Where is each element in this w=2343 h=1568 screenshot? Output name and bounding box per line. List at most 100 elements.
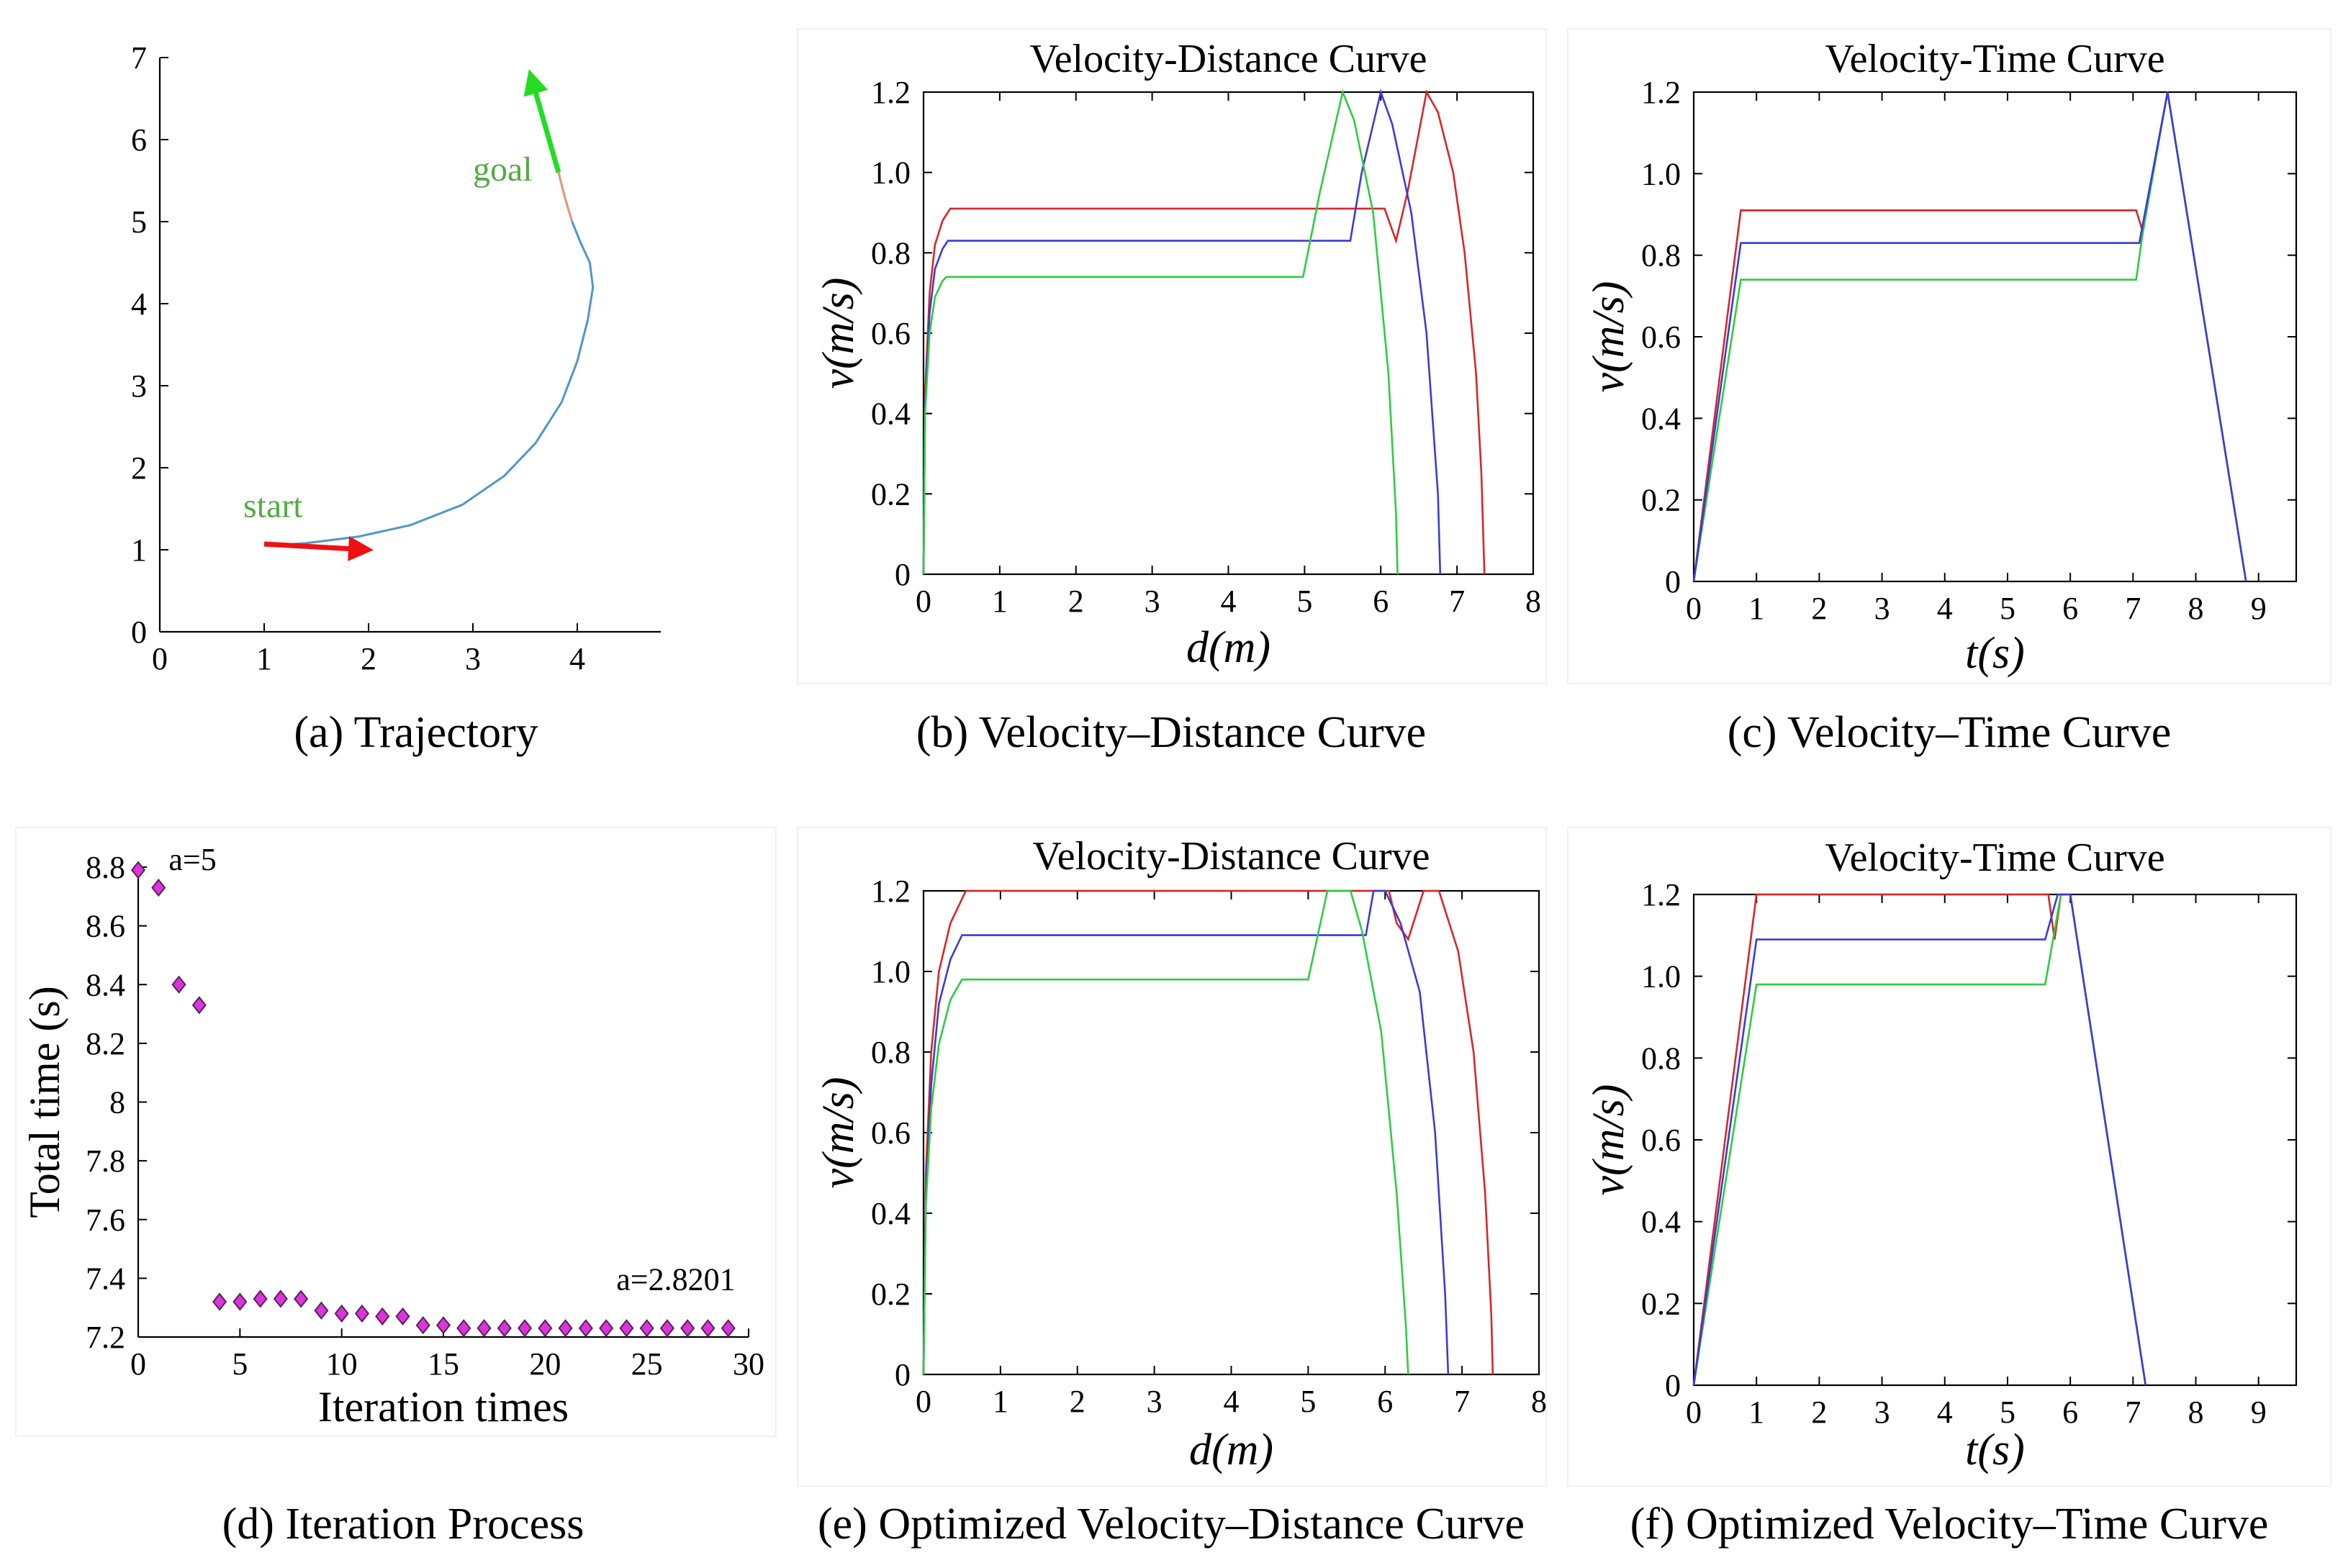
y-tick-label: 1.0 (1641, 959, 1681, 994)
chart-title: Velocity-Time Curve (1825, 835, 2164, 880)
x-tick-label: 20 (529, 1346, 561, 1382)
panel-e-background (797, 827, 1547, 1487)
scatter-point (212, 1292, 227, 1311)
y-tick-label: 0.6 (1641, 1123, 1681, 1158)
panel-d-background (15, 827, 777, 1437)
x-tick-label: 5 (2000, 1395, 2015, 1430)
scatter-point (334, 1304, 349, 1323)
scatter-point (130, 861, 146, 879)
scatter-point (151, 878, 166, 897)
scatter-point (375, 1307, 390, 1326)
scatter-point (456, 1319, 471, 1338)
series-line-green (922, 889, 1409, 1375)
chart-title: Velocity-Distance Curve (1029, 37, 1427, 81)
y-tick-label: 0.2 (1641, 483, 1681, 518)
chart-title: Velocity-Distance Curve (1032, 834, 1430, 879)
x-tick-label: 8 (2188, 1395, 2204, 1430)
panel-b-velocity-distance: 0 1 2 3 4 5 6 7 8 0 0.2 0.4 0.6 0.8 1.0 1.2 Velocity-Dis… (814, 37, 1541, 672)
series-line-blue (922, 89, 1442, 575)
y-tick-label: 0.2 (1641, 1286, 1681, 1321)
y-tick-label: 8 (109, 1085, 125, 1120)
x-tick-label: 3 (1874, 1395, 1890, 1430)
x-tick-label: 5 (232, 1346, 248, 1382)
series-line-blue (1692, 91, 2247, 582)
x-tick-label: 3 (1147, 1384, 1163, 1419)
x-axis-label: d(m) (1189, 1426, 1273, 1474)
scatter-point (721, 1319, 736, 1338)
scatter-point (477, 1319, 492, 1338)
scatter-point (294, 1290, 309, 1308)
y-tick-label: 5 (131, 204, 147, 240)
x-tick-label: 2 (1811, 591, 1827, 626)
x-tick-label: 2 (361, 641, 376, 676)
panel-a-trajectory: 0 1 2 3 4 0 1 2 3 4 5 6 7 start goal (131, 40, 661, 676)
y-tick-label: 7 (131, 40, 147, 76)
x-axis-label: Iteration times (318, 1383, 569, 1431)
x-tick-label: 4 (569, 641, 585, 676)
panel-c-background (1567, 28, 2331, 684)
x-tick-label: 5 (2000, 591, 2015, 626)
x-tick-label: 7 (1449, 584, 1465, 619)
y-tick-label: 8.2 (86, 1026, 125, 1061)
y-tick-label: 1.2 (1641, 75, 1681, 110)
y-axis-label: v(m/s) (814, 278, 863, 389)
annotation-label: start (243, 486, 303, 525)
scatter-point (395, 1307, 410, 1326)
y-tick-label: 7.4 (86, 1261, 125, 1296)
series-line-blue (1692, 893, 2147, 1386)
scatter-point (191, 996, 207, 1015)
scatter-point (680, 1319, 695, 1338)
panel-f-background (1567, 827, 2331, 1487)
y-axis-label: v(m/s) (1584, 1084, 1633, 1196)
y-tick-label: 4 (131, 286, 147, 322)
y-tick-label: 8.4 (86, 967, 125, 1002)
y-tick-label: 2 (131, 450, 147, 486)
annotation-label: a=2.8201 (616, 1262, 735, 1297)
caption-c: (c) Velocity–Time Curve (1728, 708, 2172, 757)
y-tick-label: 0.4 (1641, 401, 1681, 436)
y-tick-label: 0 (895, 557, 911, 592)
scatter-point (273, 1290, 288, 1308)
x-tick-label: 7 (1454, 1384, 1470, 1419)
annotation-label: a=5 (168, 842, 216, 877)
panel-d-iteration: 0 5 10 15 20 25 30 7.2 7.4 7.6 7.8 8 8.2 8.4 8.6 8.8 Ite… (21, 842, 764, 1431)
series-line-blue (922, 889, 1450, 1375)
x-tick-label: 0 (1686, 1395, 1702, 1430)
x-tick-label: 5 (1300, 1384, 1316, 1419)
scatter-point (517, 1319, 533, 1338)
y-tick-label: 0 (1665, 564, 1681, 599)
y-tick-label: 0.8 (871, 235, 911, 271)
x-tick-label: 0 (130, 1346, 146, 1382)
y-axis-label: v(m/s) (814, 1077, 863, 1189)
chart-title: Velocity-Time Curve (1825, 37, 2164, 81)
scatter-point (599, 1319, 614, 1338)
y-tick-label: 1.2 (871, 874, 911, 909)
x-tick-label: 2 (1068, 584, 1084, 619)
y-tick-label: 7.2 (86, 1320, 125, 1355)
series-line-green (922, 89, 1399, 575)
x-tick-label: 0 (152, 641, 168, 676)
x-tick-label: 6 (1377, 1384, 1393, 1419)
x-tick-label: 6 (2062, 1395, 2078, 1430)
x-tick-label: 1 (992, 584, 1008, 619)
caption-e: (e) Optimized Velocity–Distance Curve (818, 1500, 1525, 1549)
x-tick-label: 6 (2062, 591, 2078, 626)
scatter-point (435, 1316, 451, 1335)
series-line-red (922, 89, 1486, 575)
y-tick-label: 1.2 (871, 75, 911, 110)
y-tick-label: 1.0 (871, 954, 911, 989)
trajectory-end-segment (557, 172, 574, 222)
x-tick-label: 25 (631, 1346, 663, 1382)
x-tick-label: 8 (2188, 591, 2204, 626)
y-tick-label: 0.6 (1641, 320, 1681, 355)
y-tick-label: 7.6 (86, 1202, 125, 1238)
y-tick-label: 0.6 (871, 1115, 911, 1151)
y-axis-label: Total time (s) (21, 986, 68, 1218)
scatter-point (354, 1304, 370, 1323)
y-tick-label: 0.4 (1641, 1205, 1681, 1240)
x-tick-label: 7 (2125, 1395, 2141, 1430)
panel-c-velocity-time: 0 1 2 3 4 5 6 7 8 9 0 0.2 0.4 0.6 0.8 1.0 1.2 Velocity-Ti… (1584, 37, 2298, 678)
x-tick-label: 3 (1874, 591, 1890, 626)
x-tick-label: 4 (1224, 1384, 1240, 1419)
x-tick-label: 3 (1145, 584, 1160, 619)
